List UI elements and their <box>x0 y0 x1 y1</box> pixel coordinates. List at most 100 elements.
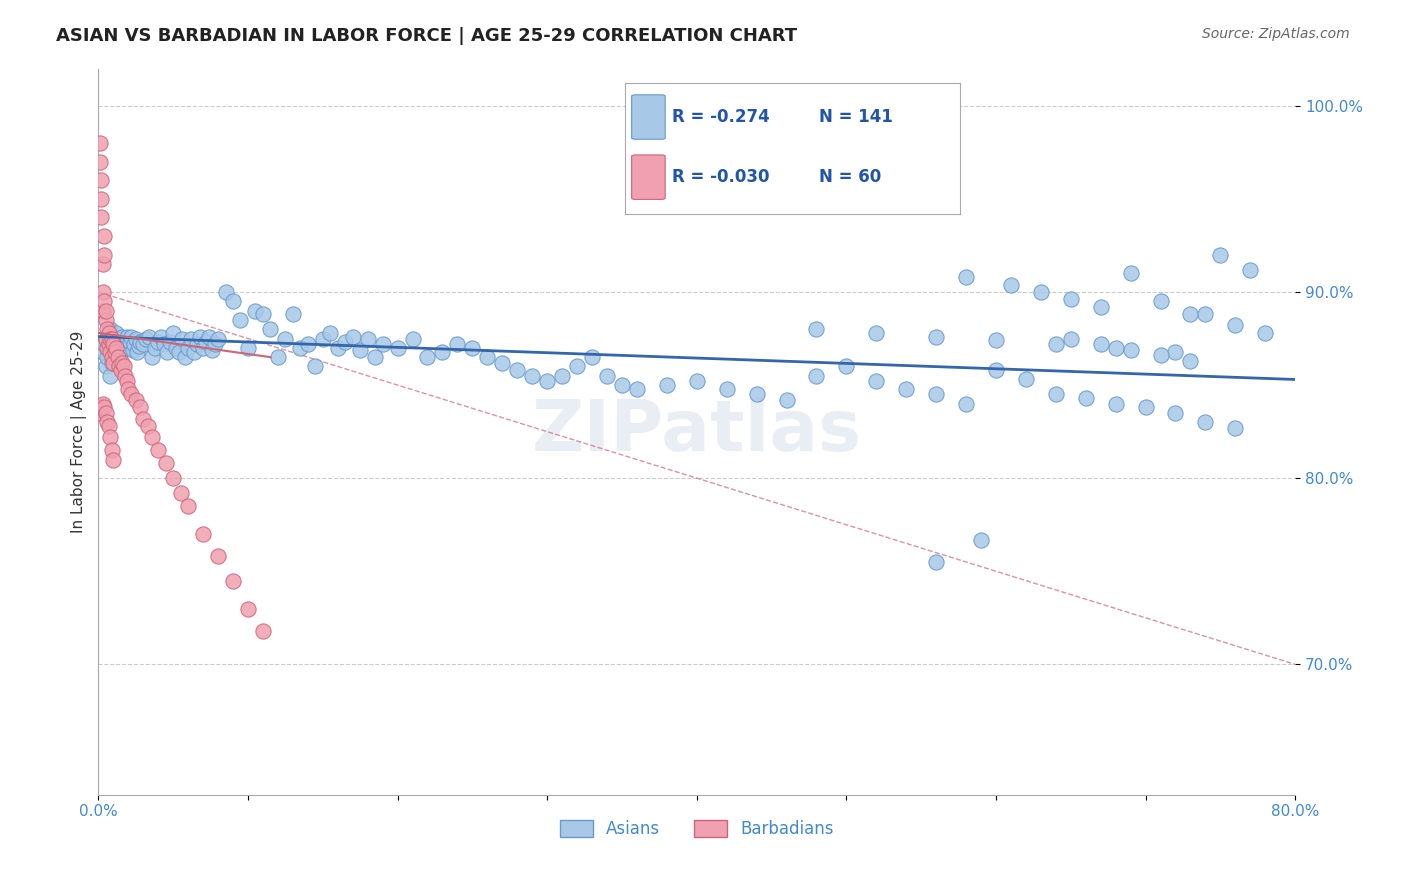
Point <box>122 337 145 351</box>
Point <box>596 368 619 383</box>
Point <box>349 343 371 357</box>
Point <box>686 375 709 389</box>
Point <box>304 359 326 374</box>
Point <box>90 211 112 225</box>
Point <box>245 303 267 318</box>
Point <box>114 335 136 350</box>
Point <box>94 359 117 374</box>
Point <box>90 192 112 206</box>
Point <box>93 294 115 309</box>
Point <box>103 452 125 467</box>
Point <box>120 387 142 401</box>
Point <box>98 322 121 336</box>
Point <box>446 337 468 351</box>
Point <box>1090 300 1112 314</box>
Point <box>198 329 221 343</box>
Point <box>98 344 121 359</box>
Point <box>565 359 588 374</box>
Text: Source: ZipAtlas.com: Source: ZipAtlas.com <box>1202 27 1350 41</box>
Point <box>214 285 236 299</box>
Point <box>865 326 887 340</box>
Point <box>551 368 574 383</box>
Point <box>101 331 124 345</box>
Point <box>401 331 423 345</box>
Point <box>112 359 135 374</box>
Point <box>180 331 202 345</box>
Point <box>101 356 124 370</box>
Point <box>335 335 357 350</box>
Point <box>93 248 115 262</box>
Point <box>1164 344 1187 359</box>
Point <box>93 337 115 351</box>
Point <box>91 397 114 411</box>
Point <box>98 331 121 345</box>
Point <box>136 419 159 434</box>
Point <box>1045 337 1067 351</box>
Point <box>506 363 529 377</box>
Point <box>97 341 120 355</box>
Point <box>89 406 111 420</box>
Point <box>201 343 224 357</box>
Point <box>150 329 173 343</box>
Point <box>536 375 558 389</box>
Point <box>174 350 197 364</box>
Point <box>1060 331 1083 345</box>
Point <box>491 356 513 370</box>
Point <box>806 322 828 336</box>
Point <box>252 624 274 638</box>
Point <box>148 335 170 350</box>
Point <box>204 337 226 351</box>
Point <box>121 343 143 357</box>
Text: ZIPatlas: ZIPatlas <box>531 397 862 467</box>
Point <box>141 350 163 364</box>
Point <box>626 382 648 396</box>
Point <box>1254 326 1277 340</box>
Point <box>312 331 335 345</box>
Point <box>132 411 155 425</box>
Point <box>162 326 184 340</box>
Point <box>115 329 138 343</box>
Point <box>103 337 125 351</box>
Point <box>191 341 214 355</box>
Point <box>207 331 229 345</box>
Point <box>138 329 160 343</box>
Point <box>267 350 290 364</box>
Point <box>91 344 114 359</box>
Point <box>165 341 187 355</box>
Point <box>188 329 211 343</box>
Point <box>655 378 678 392</box>
Point <box>745 387 768 401</box>
Point <box>177 341 200 355</box>
Point <box>159 335 181 350</box>
Point <box>1194 307 1216 321</box>
Point <box>98 368 121 383</box>
Point <box>1209 248 1232 262</box>
Point <box>522 368 544 383</box>
Point <box>1045 387 1067 401</box>
Point <box>104 331 127 345</box>
Point <box>925 329 948 343</box>
Point <box>108 359 131 374</box>
Point <box>169 486 191 500</box>
Point <box>155 456 177 470</box>
Point <box>191 527 214 541</box>
Point <box>125 331 148 345</box>
Point <box>104 344 127 359</box>
Point <box>110 344 132 359</box>
Point <box>97 326 120 340</box>
Point <box>716 382 738 396</box>
Point <box>1060 293 1083 307</box>
Point <box>98 430 121 444</box>
Point <box>274 331 297 345</box>
Point <box>111 356 134 370</box>
Y-axis label: In Labor Force | Age 25-29: In Labor Force | Age 25-29 <box>72 330 87 533</box>
Point <box>835 359 858 374</box>
Point <box>1239 262 1261 277</box>
Point <box>186 337 208 351</box>
Point <box>281 307 304 321</box>
Point <box>1119 343 1142 357</box>
Point <box>93 401 115 415</box>
Point <box>1090 337 1112 351</box>
Point <box>387 341 409 355</box>
Point <box>148 443 170 458</box>
